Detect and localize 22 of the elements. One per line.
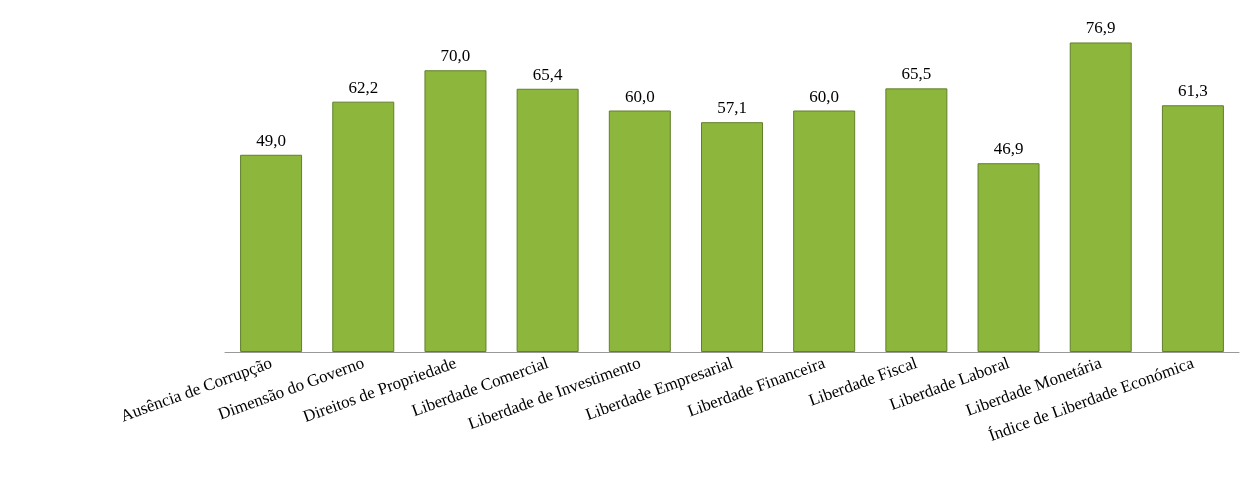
bar bbox=[1069, 42, 1132, 352]
bar bbox=[240, 154, 303, 352]
bar bbox=[701, 122, 763, 352]
data-label: 61,3 bbox=[1178, 81, 1208, 101]
data-label: 65,4 bbox=[532, 64, 564, 84]
bar bbox=[1161, 105, 1224, 352]
data-label: 46,9 bbox=[993, 139, 1024, 159]
data-label: 62,2 bbox=[348, 77, 379, 97]
data-label: 49,0 bbox=[256, 130, 286, 150]
bar bbox=[424, 70, 487, 352]
data-label: 57,1 bbox=[717, 98, 747, 118]
data-label: 60,0 bbox=[624, 86, 655, 106]
bar bbox=[332, 101, 395, 352]
data-label: 60,0 bbox=[809, 86, 840, 106]
data-label: 70,0 bbox=[440, 46, 471, 66]
data-label: 76,9 bbox=[1085, 18, 1116, 38]
bar bbox=[608, 110, 671, 352]
data-label: 65,5 bbox=[901, 64, 932, 84]
bar bbox=[793, 110, 856, 352]
bar bbox=[516, 88, 579, 352]
bar bbox=[977, 163, 1040, 352]
bar bbox=[885, 88, 948, 352]
